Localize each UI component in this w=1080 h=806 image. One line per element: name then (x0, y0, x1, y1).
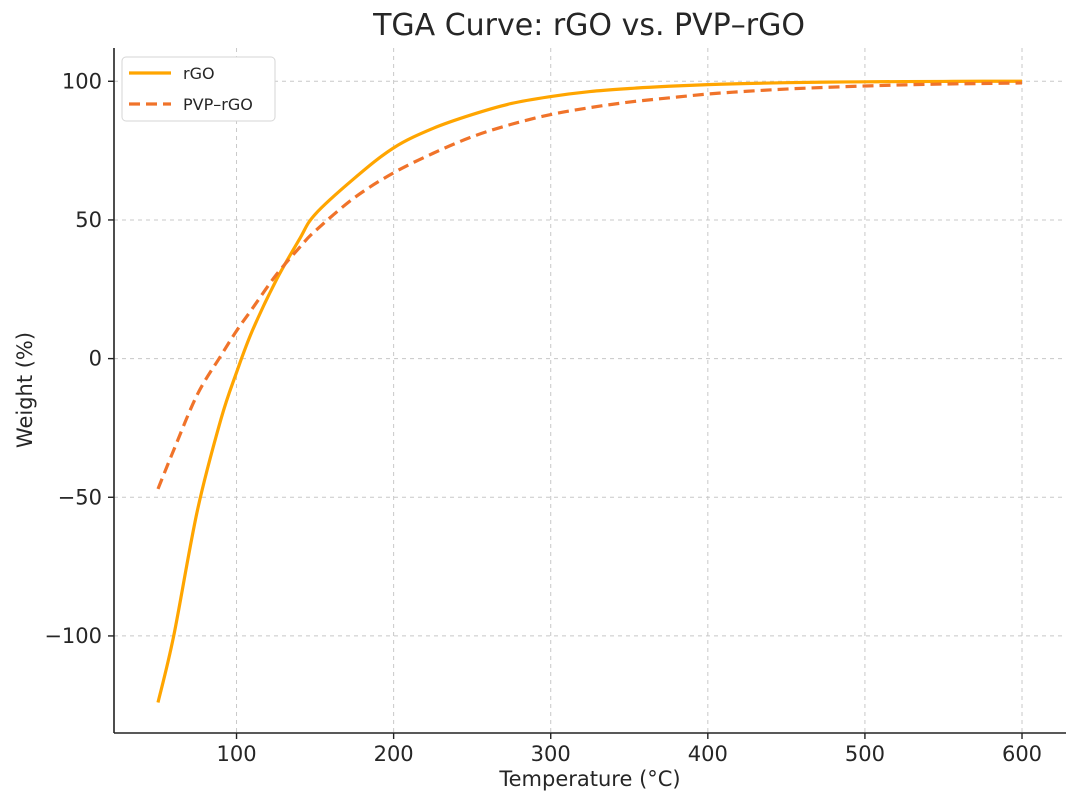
y-tick-label: 100 (62, 69, 102, 93)
series-group (156, 79, 1023, 703)
x-tick-label: 500 (845, 742, 885, 766)
x-tick-label: 100 (216, 742, 256, 766)
y-tick-label: 50 (75, 208, 102, 232)
y-tick-label: −50 (58, 485, 102, 509)
x-axis-title: Temperature (°C) (498, 767, 680, 791)
y-tick-label: 0 (89, 347, 102, 371)
chart-title: TGA Curve: rGO vs. PVP–rGO (372, 8, 805, 43)
x-tick-label: 400 (688, 742, 728, 766)
legend-label-rgo: rGO (183, 64, 215, 83)
series-line-pvp-rgo (156, 81, 1023, 490)
x-tick-label: 200 (374, 742, 414, 766)
y-axis-title: Weight (%) (13, 332, 37, 448)
legend: rGO PVP–rGO (121, 56, 276, 122)
series-line-rgo (156, 79, 1023, 703)
axes (113, 48, 1066, 734)
x-tick-label: 300 (531, 742, 571, 766)
grid (114, 48, 1066, 733)
y-tick-label: −100 (44, 624, 102, 648)
x-tick-label: 600 (1002, 742, 1042, 766)
ticks: 100 200 300 400 500 600 −100 −50 0 50 100 (44, 69, 1042, 766)
legend-label-pvp-rgo: PVP–rGO (183, 95, 253, 114)
